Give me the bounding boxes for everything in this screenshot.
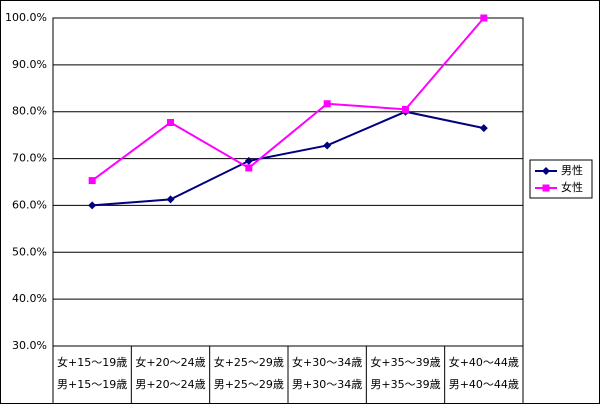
y-tick-label: 50.0%	[12, 245, 47, 258]
point	[323, 141, 332, 150]
point	[479, 124, 488, 133]
x-tick-label: 女+40～44歳	[449, 355, 519, 369]
y-tick-label: 30.0%	[12, 339, 47, 352]
x-tick-label: 女+20～24歳	[135, 355, 205, 369]
y-tick-label: 80.0%	[12, 105, 47, 118]
line	[91, 17, 485, 182]
x-tick-label: 男+40～44歳	[449, 378, 519, 391]
plot-area	[52, 17, 524, 347]
point	[480, 14, 488, 22]
y-tick-label: 60.0%	[12, 198, 47, 211]
legend-label: 男性	[561, 163, 583, 177]
legend-label: 女性	[561, 180, 583, 194]
y-tick-label: 70.0%	[12, 152, 47, 165]
line	[92, 110, 485, 207]
point	[88, 177, 96, 185]
x-tick-label: 女+15～19歳	[57, 355, 127, 369]
point	[167, 118, 174, 126]
legend	[529, 159, 593, 199]
point	[323, 100, 331, 108]
x-tick-label: 女+30～34歳	[292, 355, 362, 369]
x-tick-label: 男+20～24歳	[135, 378, 205, 391]
x-tick-label: 男+30～34歳	[292, 378, 362, 391]
point	[88, 201, 97, 210]
point	[244, 156, 253, 165]
x-tick-label: 男+25～29歳	[214, 378, 284, 391]
point	[402, 105, 409, 113]
x-tick-label: 女+35～39歳	[370, 355, 440, 369]
point	[245, 164, 253, 172]
x-tick-label: 男+15～19歳	[57, 378, 127, 391]
y-tick-label: 90.0%	[12, 58, 47, 71]
point	[542, 184, 550, 192]
y-tick-label: 100.0%	[5, 11, 47, 24]
point	[166, 195, 175, 204]
y-tick-label: 40.0%	[12, 292, 47, 305]
point	[542, 167, 550, 175]
x-tick-label: 女+25～29歳	[214, 355, 284, 369]
x-tick-label: 男+35～39歳	[370, 378, 440, 391]
